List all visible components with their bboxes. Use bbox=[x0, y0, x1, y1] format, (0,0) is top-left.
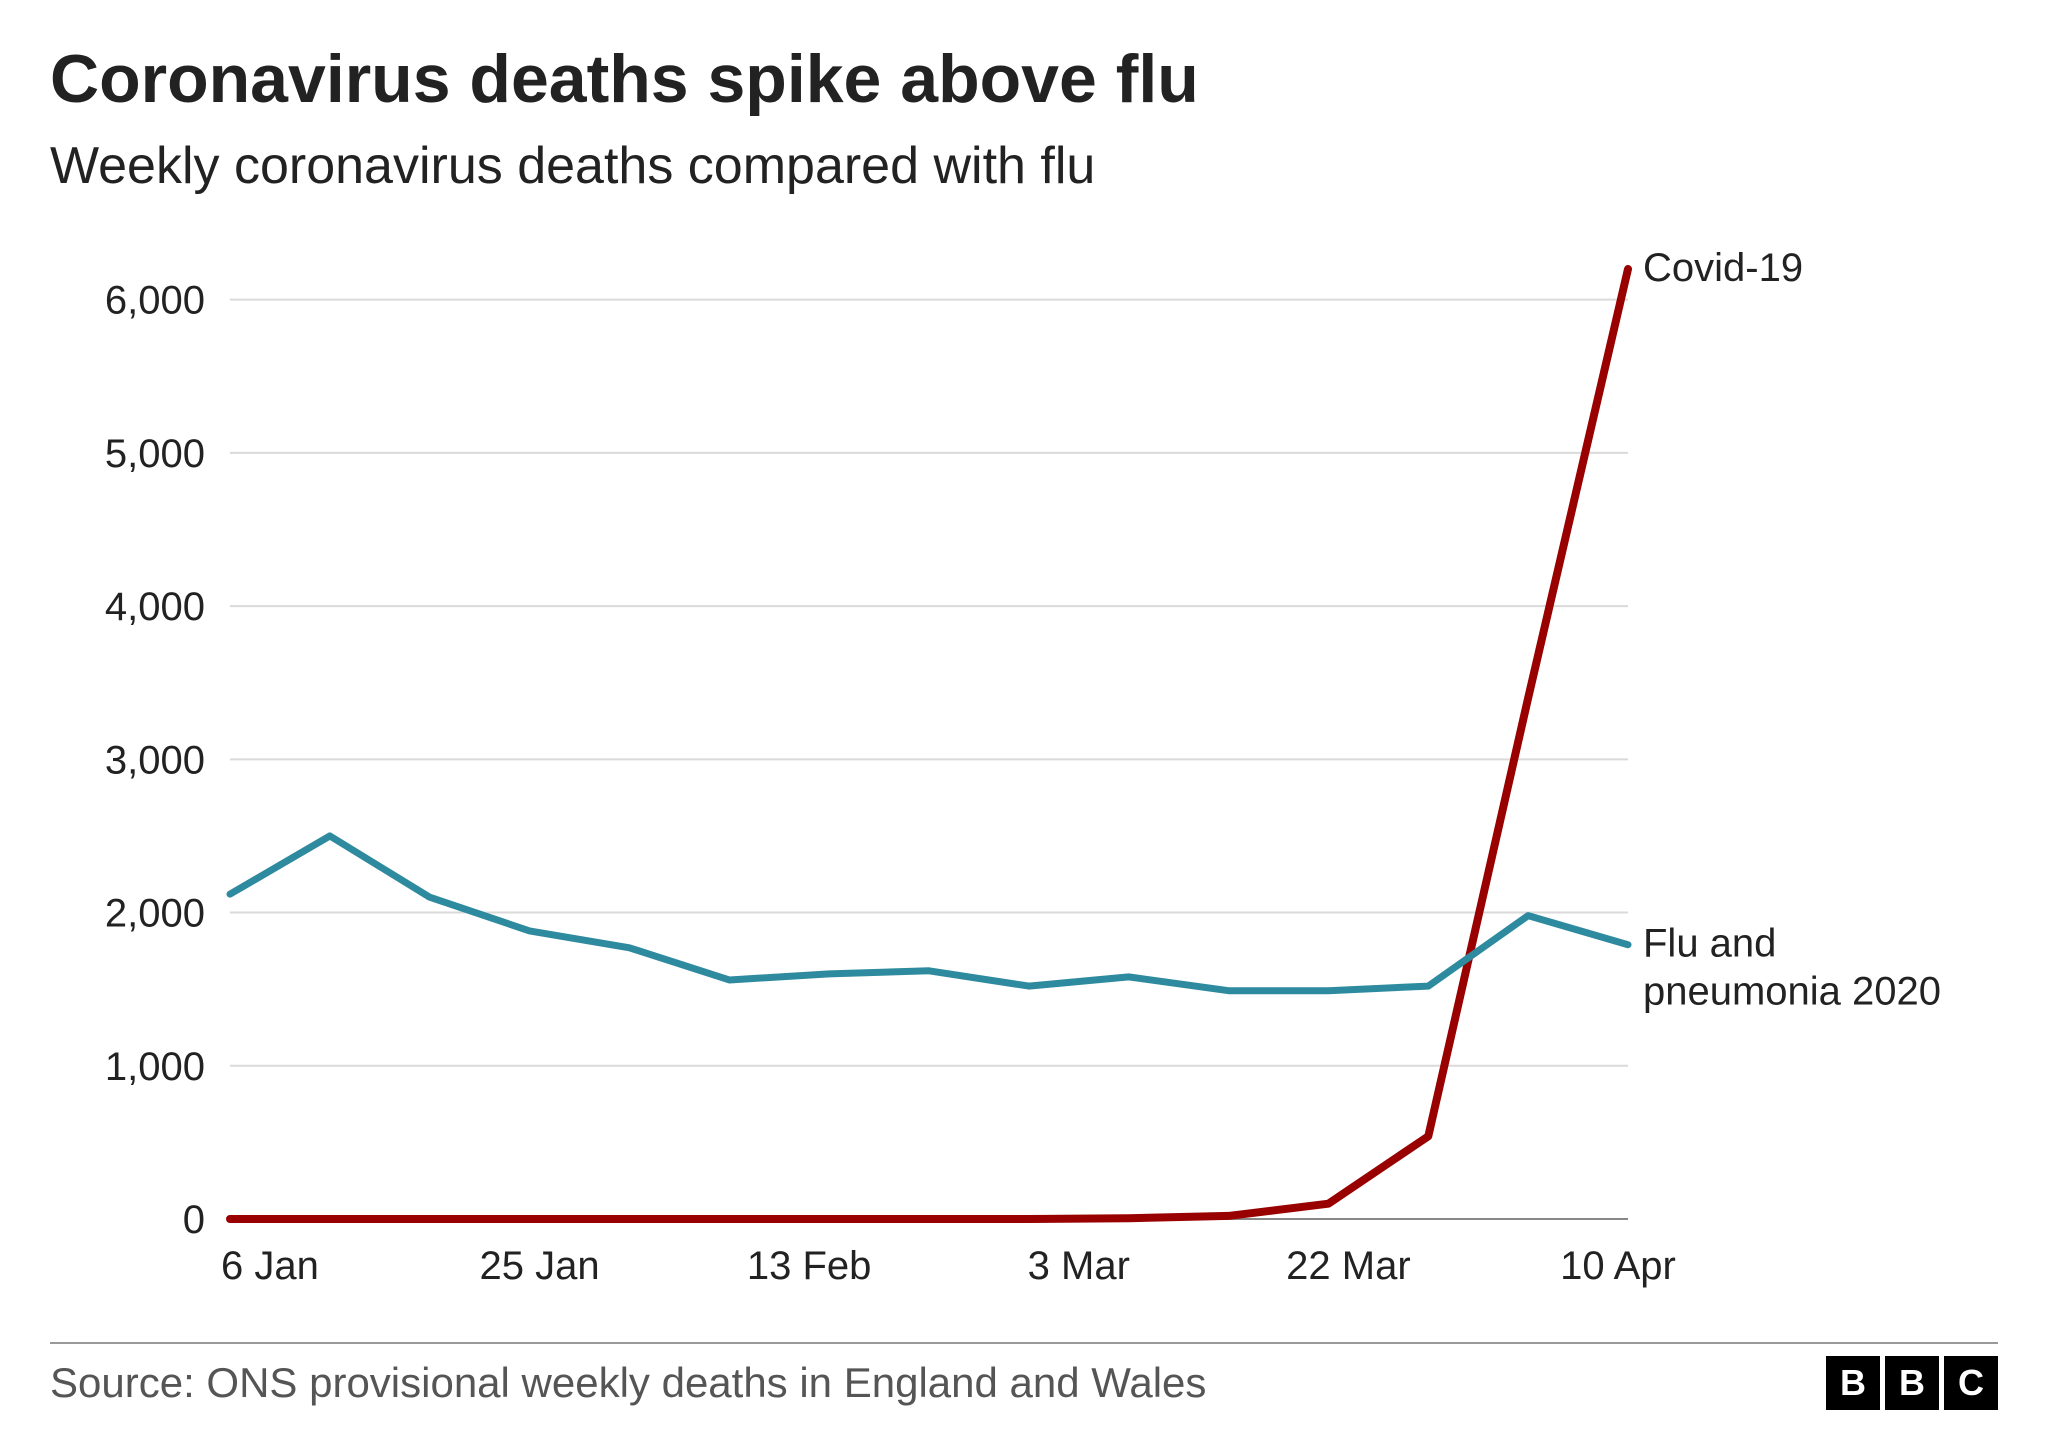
line-chart: 0 1,000 2,000 3,000 4,000 5,000 6,000 6 Jan 25 J… bbox=[50, 226, 1998, 1332]
svg-text:3 Mar: 3 Mar bbox=[1028, 1244, 1130, 1288]
svg-text:25 Jan: 25 Jan bbox=[480, 1244, 600, 1288]
svg-text:2,000: 2,000 bbox=[105, 892, 205, 936]
svg-text:Flu and: Flu and bbox=[1643, 922, 1776, 966]
svg-text:pneumonia 2020: pneumonia 2020 bbox=[1643, 970, 1941, 1014]
svg-text:1,000: 1,000 bbox=[105, 1045, 205, 1089]
bbc-logo-b2: B bbox=[1885, 1356, 1939, 1410]
chart-footer: Source: ONS provisional weekly deaths in… bbox=[50, 1342, 1998, 1410]
svg-text:6 Jan: 6 Jan bbox=[221, 1244, 319, 1288]
svg-text:0: 0 bbox=[183, 1198, 205, 1242]
svg-text:4,000: 4,000 bbox=[105, 585, 205, 629]
svg-text:13 Feb: 13 Feb bbox=[747, 1244, 872, 1288]
chart-title: Coronavirus deaths spike above flu bbox=[50, 40, 1998, 118]
svg-text:22 Mar: 22 Mar bbox=[1286, 1244, 1411, 1288]
bbc-logo-b1: B bbox=[1826, 1356, 1880, 1410]
svg-text:10 Apr: 10 Apr bbox=[1560, 1244, 1676, 1288]
source-text: Source: ONS provisional weekly deaths in… bbox=[50, 1359, 1206, 1407]
svg-text:6,000: 6,000 bbox=[105, 279, 205, 323]
svg-text:3,000: 3,000 bbox=[105, 738, 205, 782]
svg-text:Covid-19: Covid-19 bbox=[1643, 246, 1803, 290]
bbc-logo-c: C bbox=[1944, 1356, 1998, 1410]
chart-subtitle: Weekly coronavirus deaths compared with … bbox=[50, 136, 1998, 196]
bbc-logo: B B C bbox=[1826, 1356, 1998, 1410]
chart-area: 0 1,000 2,000 3,000 4,000 5,000 6,000 6 Jan 25 J… bbox=[50, 226, 1998, 1332]
svg-text:5,000: 5,000 bbox=[105, 432, 205, 476]
